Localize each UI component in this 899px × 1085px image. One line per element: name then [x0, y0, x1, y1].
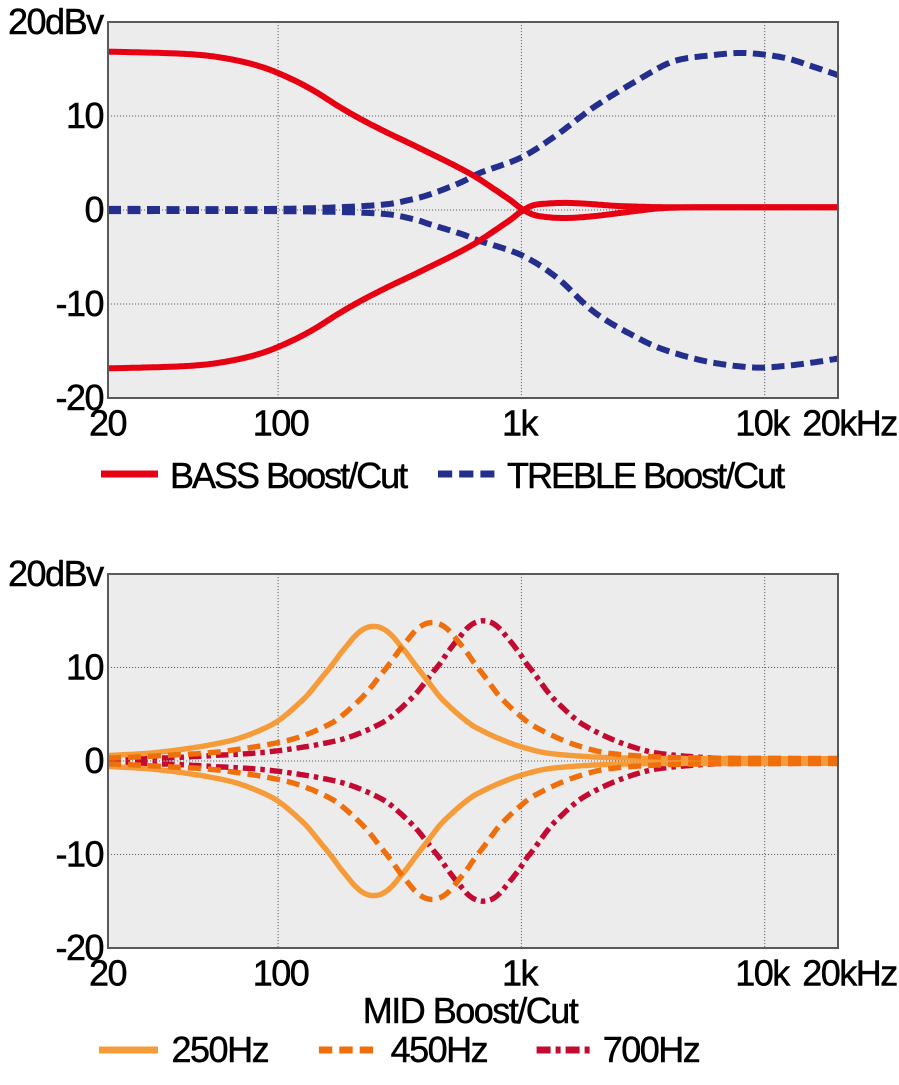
svg-text:20kHz: 20kHz: [802, 402, 897, 443]
svg-text:250Hz: 250Hz: [172, 1029, 269, 1070]
svg-text:1k: 1k: [502, 952, 540, 993]
svg-text:20dBv: 20dBv: [8, 1, 104, 42]
svg-text:20: 20: [89, 952, 127, 993]
svg-text:10k: 10k: [735, 952, 791, 993]
svg-text:10k: 10k: [735, 402, 791, 443]
svg-text:20: 20: [89, 402, 127, 443]
svg-text:-20: -20: [55, 927, 103, 968]
svg-text:BASS Boost/Cut: BASS Boost/Cut: [170, 455, 408, 496]
svg-text:10: 10: [66, 647, 104, 688]
svg-text:20dBv: 20dBv: [8, 553, 104, 594]
svg-text:100: 100: [253, 402, 309, 443]
svg-text:20kHz: 20kHz: [802, 952, 897, 993]
svg-text:TREBLE Boost/Cut: TREBLE Boost/Cut: [507, 455, 785, 496]
svg-text:-20: -20: [55, 377, 103, 418]
svg-text:-10: -10: [55, 834, 103, 875]
svg-text:1k: 1k: [502, 402, 540, 443]
svg-text:0: 0: [84, 189, 103, 230]
svg-text:700Hz: 700Hz: [603, 1029, 700, 1070]
svg-text:0: 0: [84, 740, 103, 781]
svg-text:450Hz: 450Hz: [391, 1029, 488, 1070]
svg-text:100: 100: [253, 952, 309, 993]
svg-text:-10: -10: [55, 283, 103, 324]
svg-text:MID Boost/Cut: MID Boost/Cut: [363, 990, 579, 1031]
svg-text:10: 10: [66, 95, 104, 136]
